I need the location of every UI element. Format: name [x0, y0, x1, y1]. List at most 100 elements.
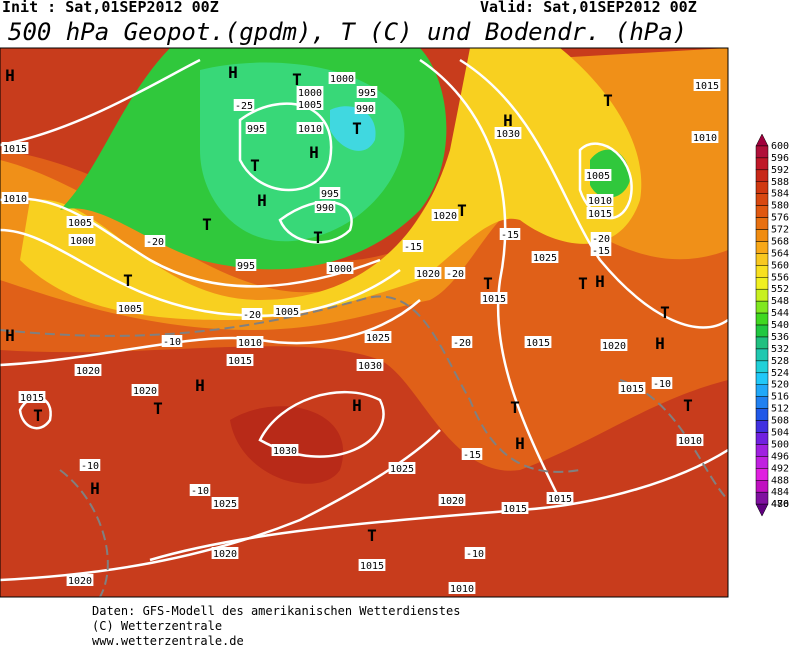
colorbar-swatch — [755, 384, 769, 397]
label-box — [693, 79, 721, 91]
pressure-center: H — [90, 479, 100, 498]
contour-label: 1015 — [548, 494, 572, 505]
colorbar-swatch — [755, 348, 769, 362]
pressure-center: T — [367, 526, 377, 545]
pressure-center: T — [683, 396, 693, 415]
pressure-center: T — [660, 303, 670, 322]
pressure-center: T — [313, 228, 323, 247]
contour-label: 1020 — [440, 496, 464, 507]
pressure-center: H — [352, 396, 362, 415]
colorbar-label: 508 — [771, 416, 789, 427]
contour-label: 1030 — [358, 361, 382, 372]
label-box — [319, 187, 341, 199]
contour-label: 1015 — [526, 338, 550, 349]
contour-label: 1010 — [298, 124, 322, 135]
label-box — [590, 232, 612, 244]
pressure-center: T — [603, 91, 613, 110]
label-box — [161, 335, 183, 347]
label-box — [651, 377, 673, 389]
contour-label: 1010 — [693, 133, 717, 144]
contour-label: -15 — [404, 242, 422, 253]
colorbar-label: 556 — [771, 272, 789, 283]
colorbar-label: 484 — [771, 487, 789, 498]
area-cyan — [330, 106, 376, 151]
colorbar-swatch — [755, 193, 769, 206]
label-box — [356, 359, 384, 371]
label-box — [590, 244, 612, 256]
label-box — [600, 339, 628, 351]
colorbar-label: 504 — [771, 428, 789, 439]
label-box — [235, 259, 257, 271]
contour-label: 1015 — [20, 393, 44, 404]
pressure-center: T — [483, 274, 493, 293]
colorbar-label: 512 — [771, 404, 789, 415]
colorbar-label: 600 — [771, 141, 789, 152]
contour-label: 1015 — [482, 294, 506, 305]
colorbar-label: 580 — [771, 201, 789, 212]
contour-label: 990 — [356, 104, 374, 115]
colorbar-label: 500 — [771, 439, 789, 450]
contour-label: 1005 — [586, 171, 610, 182]
label-box — [211, 547, 239, 559]
label-box — [236, 336, 264, 348]
contour-label: 1020 — [133, 386, 157, 397]
label-box — [586, 207, 614, 219]
label-box — [499, 228, 521, 240]
colorbar-label: 584 — [771, 189, 789, 200]
colorbar-label: 572 — [771, 225, 789, 236]
colorbar-cap — [755, 503, 769, 517]
contour-label: 1000 — [328, 264, 352, 275]
contour-label: -10 — [81, 461, 99, 472]
colorbar-swatch — [755, 420, 769, 433]
colorbar-label: 532 — [771, 344, 789, 355]
pressure-center: H — [257, 191, 267, 210]
colorbar-swatch — [755, 396, 769, 409]
contour-label: 995 — [237, 261, 255, 272]
label-box — [273, 305, 301, 317]
label-box — [296, 98, 324, 110]
label-box — [271, 444, 299, 456]
pressure-center: T — [457, 201, 467, 220]
contour-label: -20 — [146, 237, 164, 248]
contour-label: 1015 — [228, 356, 252, 367]
label-box — [314, 201, 336, 213]
contour-label: 1010 — [588, 196, 612, 207]
pressure-center: H — [195, 376, 205, 395]
colorbar-swatch — [755, 312, 769, 326]
colorbar-cap — [755, 133, 769, 147]
pressure-center: T — [33, 406, 43, 425]
label-box — [1, 142, 29, 154]
init-time: Init : Sat,01SEP2012 00Z — [2, 0, 219, 16]
label-box — [414, 267, 442, 279]
label-box — [116, 302, 144, 314]
colorbar-label: 540 — [771, 320, 789, 331]
colorbar-swatch — [755, 372, 769, 385]
contour-label: 1010 — [450, 584, 474, 595]
pressure-center: T — [292, 70, 302, 89]
colorbar-swatch — [755, 265, 769, 278]
label-box — [144, 235, 166, 247]
contour-label: 1015 — [588, 209, 612, 220]
contour-label: 1030 — [273, 446, 297, 457]
label-box — [584, 169, 612, 181]
contour-label: 1015 — [620, 384, 644, 395]
contour-label: 1020 — [68, 576, 92, 587]
colorbar-label: 564 — [771, 248, 789, 259]
label-box — [444, 267, 466, 279]
contour-label: 1020 — [602, 341, 626, 352]
label-box — [296, 122, 324, 134]
colorbar-label: 576 — [771, 213, 789, 224]
colorbar-swatch — [755, 432, 769, 445]
pressure-center: H — [309, 143, 319, 162]
contour-label: 1015 — [695, 81, 719, 92]
contour-label: -20 — [592, 234, 610, 245]
label-box — [296, 86, 324, 98]
colorbar-label: 560 — [771, 260, 789, 271]
pressure-center: H — [515, 434, 525, 453]
contour-label: -10 — [466, 549, 484, 560]
colorbar-swatch — [755, 217, 769, 230]
colorbar-swatch — [755, 480, 769, 493]
colorbar-swatch — [755, 241, 769, 254]
label-box — [431, 209, 459, 221]
